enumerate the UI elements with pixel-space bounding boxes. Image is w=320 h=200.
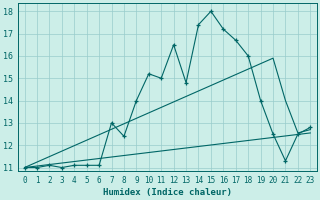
X-axis label: Humidex (Indice chaleur): Humidex (Indice chaleur) xyxy=(103,188,232,197)
